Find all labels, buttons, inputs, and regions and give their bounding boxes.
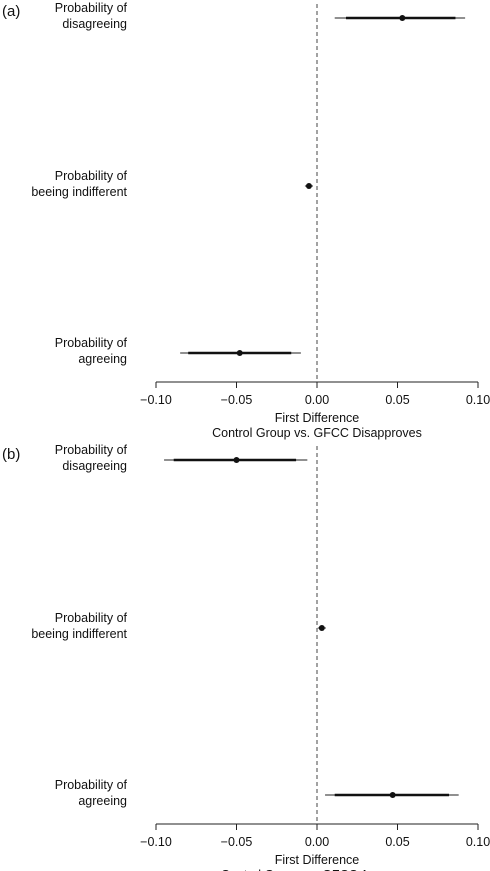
estimate-row: Probability of agreeing (55, 336, 301, 366)
x-tick-label: −0.10 (140, 835, 172, 849)
point-estimate (389, 792, 396, 798)
x-tick-label: 0.05 (385, 393, 409, 407)
point-estimate (318, 625, 325, 631)
x-tick-label: −0.05 (221, 393, 253, 407)
chart-panel-b: (b) Probability ofdisagreeingProbability … (2, 443, 490, 871)
x-tick-label: 0.05 (385, 835, 409, 849)
point-estimate (399, 15, 406, 21)
estimate-row: Probability of disagreeing (55, 443, 308, 473)
estimate-row: Probability of agreeing (55, 778, 459, 808)
x-tick-label: −0.05 (221, 835, 253, 849)
row-label-line1: Probability of (55, 169, 128, 183)
point-estimate (305, 183, 312, 189)
x-tick-label: 0.10 (466, 835, 490, 849)
estimate-row: Probability of beeing indifferent (31, 169, 313, 199)
x-axis: −0.10 −0.05 0.00 0.05 0.10 First DifferenceCo… (140, 381, 490, 440)
chart-subtitle: Control Group vs. GFCC Disapproves (212, 426, 422, 440)
x-axis-title: First Difference (275, 853, 360, 867)
chart-panel-a: (a) Probability ofdisagreeingProbability … (2, 1, 490, 440)
row-label-line1: Probability of (55, 778, 128, 792)
row-label-line1: Probability of (55, 336, 128, 350)
point-estimate (236, 350, 243, 356)
panel-label: (a) (2, 3, 20, 20)
row-label-line2: beeing indifferent (31, 627, 127, 641)
row-label-line2: agreeing (78, 794, 127, 808)
x-tick-label: 0.00 (305, 835, 329, 849)
row-label-line1: Probability of (55, 1, 128, 15)
row-label-line2: beeing indifferent (31, 185, 127, 199)
chart-subtitle: Control Group vs. GFCC Approves (221, 868, 413, 871)
x-tick-label: −0.10 (140, 393, 172, 407)
row-label-line2: disagreeing (62, 459, 127, 473)
row-label-line2: disagreeing (62, 17, 127, 31)
point-estimate (233, 457, 240, 463)
estimate-row: Probability of disagreeing (55, 1, 466, 31)
row-label-line2: agreeing (78, 352, 127, 366)
row-label-line1: Probability of (55, 443, 128, 457)
x-tick-label: 0.00 (305, 393, 329, 407)
x-axis-title: First Difference (275, 411, 360, 425)
x-axis: −0.10 −0.05 0.00 0.05 0.10 First DifferenceCo… (140, 823, 490, 871)
estimate-row: Probability of beeing indifferent (31, 611, 326, 641)
x-tick-label: 0.10 (466, 393, 490, 407)
row-label-line1: Probability of (55, 611, 128, 625)
panel-label: (b) (2, 446, 20, 463)
